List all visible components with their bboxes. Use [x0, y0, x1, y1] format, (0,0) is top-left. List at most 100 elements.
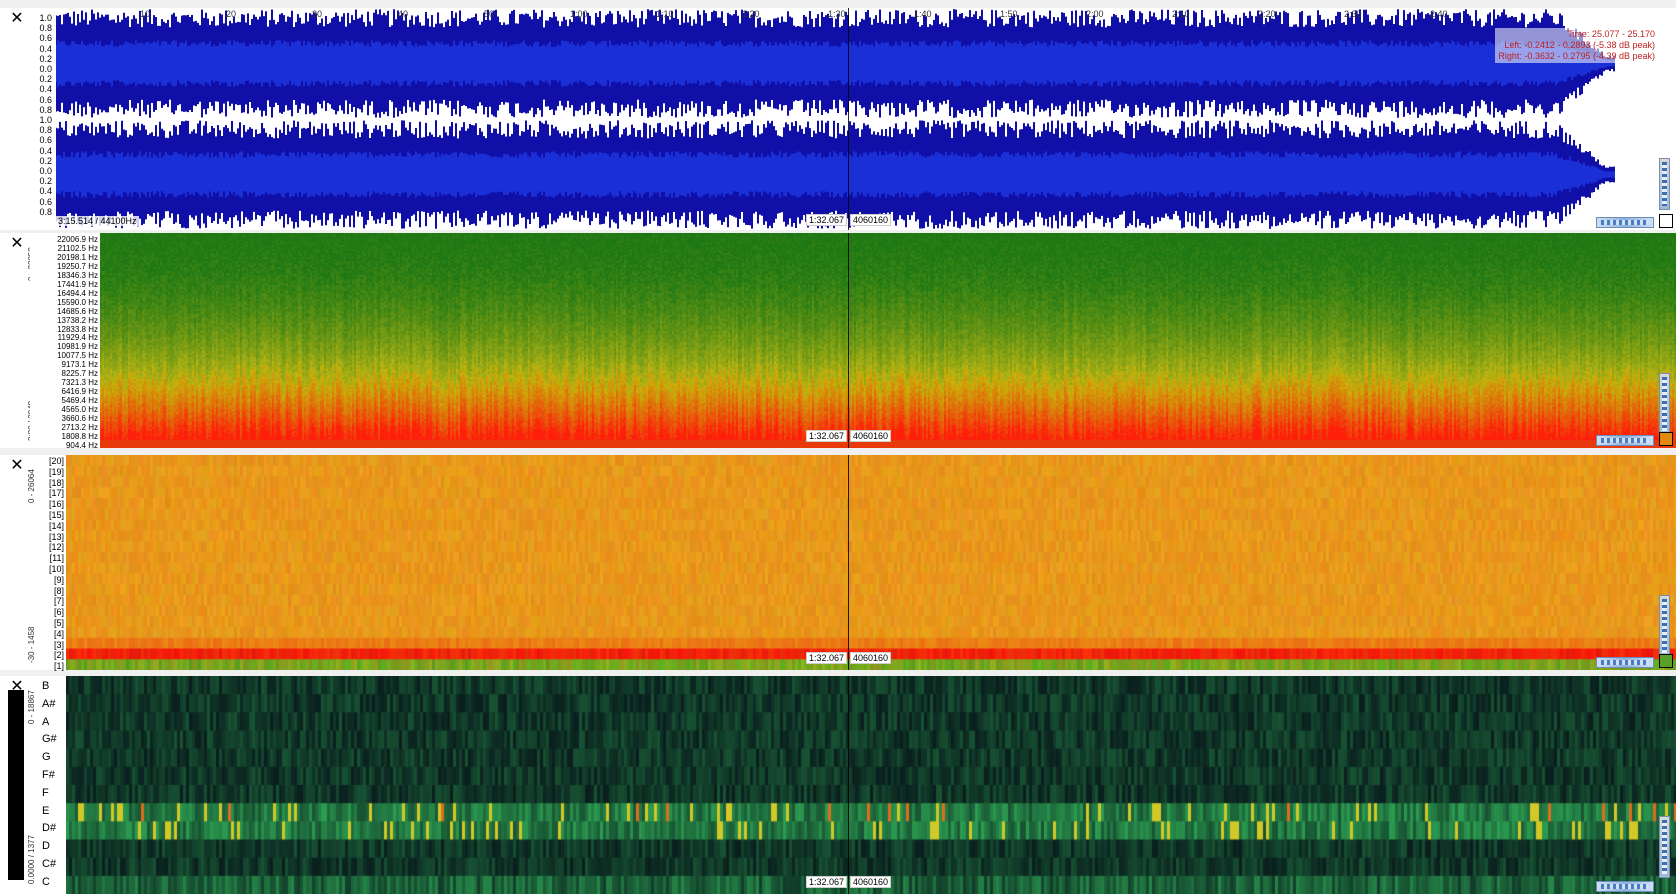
freq-tick-17: 6416.9 Hz — [61, 387, 98, 397]
band-tick-9: [11] — [49, 553, 64, 564]
note-label-c: C — [42, 875, 50, 888]
note-label-e: E — [42, 804, 50, 817]
waveform-corner-box[interactable] — [1659, 214, 1673, 228]
amp-tick-top-7: 0.4 — [39, 84, 52, 95]
band-tick-19: [1] — [53, 661, 64, 672]
amp-tick-top-2: 0.6 — [39, 33, 52, 44]
amp-tick-bottom-6: 0.2 — [39, 176, 52, 187]
amp-tick-bottom-3: 0.4 — [39, 145, 52, 156]
time-tick-7: 1:20 — [742, 9, 760, 19]
time-tick-12: 2:10 — [1172, 9, 1190, 19]
freq-tick-9: 13738.2 Hz — [57, 315, 98, 325]
amp-tick-top-0: 1.0 — [39, 13, 52, 23]
chroma-canvas[interactable] — [66, 676, 1676, 894]
amp-tick-top-4: 0.2 — [39, 53, 52, 64]
playback-cursor[interactable] — [848, 8, 849, 230]
bands-cursor[interactable] — [848, 455, 849, 670]
chroma-cursor-sample: 4060160 — [850, 876, 892, 888]
amp-tick-top-1: 0.8 — [39, 23, 52, 34]
bands-scroll-control[interactable] — [1596, 657, 1654, 668]
freq-tick-13: 10077.5 Hz — [57, 351, 98, 361]
amp-tick-bottom-1: 0.8 — [39, 125, 52, 136]
time-tick-3: 40 — [398, 9, 409, 19]
amp-tick-top-9: 0.8 — [39, 104, 52, 115]
amp-tick-bottom-8: 0.6 — [39, 196, 52, 207]
time-tick-5: 1:00 — [570, 9, 588, 19]
freq-tick-12: 10981.9 Hz — [57, 342, 98, 352]
freq-tick-14: 9173.1 Hz — [61, 360, 98, 370]
amplitude-ruler: 1.0 0.8 0.6 0.4 0.2 0.0 0.2 0.4 0.6 0.8 1.0 0.8 0.6 0… — [28, 8, 54, 230]
amp-tick-bottom-4: 0.2 — [39, 155, 52, 166]
freq-tick-20: 3660.6 Hz — [61, 414, 98, 423]
freq-tick-7: 15590.0 Hz — [57, 297, 98, 307]
spectrogram-canvas[interactable] — [100, 233, 1676, 448]
spectrogram-cursor-sample: 4060160 — [850, 430, 892, 442]
waveform-zoom-slider[interactable] — [1659, 158, 1670, 210]
time-ruler: 10 20 30 40 50 1:00 1:10 1:20 1:30 1:40 1:50 2:00 2:… — [56, 8, 1676, 20]
freq-tick-8: 14685.6 Hz — [57, 306, 98, 316]
waveform-scroll-control[interactable] — [1596, 217, 1654, 228]
band-tick-1: [19] — [48, 466, 64, 477]
close-chroma-icon[interactable]: ✕ — [10, 676, 24, 695]
freq-tick-18: 5469.4 Hz — [61, 396, 98, 406]
band-tick-7: [13] — [48, 531, 64, 542]
note-label-dsharp: D# — [42, 822, 57, 835]
chroma-cursor[interactable] — [848, 676, 849, 894]
chroma-zoom-slider[interactable] — [1659, 816, 1670, 878]
waveform-pane: ✕ 1.0 0.8 0.6 0.4 0.2 0.0 0.2 0.4 0.6 0.8 1.0 0.8 0.… — [0, 8, 1676, 230]
time-tick-10: 1:50 — [1000, 9, 1018, 19]
frequency-ruler: 22006.9 Hz 21102.5 Hz 20198.1 Hz 19250.7 Hz… — [30, 233, 100, 450]
band-tick-15: [5] — [53, 618, 64, 628]
selection-right-channel: Right: -0.3632 - 0.2795 (-4.39 dB peak) — [1498, 51, 1655, 61]
note-label-d: D — [42, 840, 50, 853]
spectrogram-zoom-slider[interactable] — [1659, 373, 1670, 435]
note-label-csharp: C# — [42, 858, 57, 870]
band-tick-4: [16] — [48, 499, 64, 510]
freq-tick-0: 22006.9 Hz — [57, 235, 98, 244]
cursor-sample-label: 4060160 — [850, 214, 892, 226]
band-tick-8: [12] — [48, 542, 64, 553]
amp-tick-bottom-5: 0.0 — [39, 166, 52, 176]
bands-corner-box[interactable] — [1659, 654, 1673, 668]
note-label-b: B — [42, 680, 50, 692]
amp-tick-top-5: 0.0 — [39, 64, 52, 74]
note-label-gsharp: G# — [42, 733, 57, 746]
freq-tick-21: 2713.2 Hz — [61, 422, 98, 432]
spectrogram-scroll-control[interactable] — [1596, 435, 1654, 446]
band-tick-2: [18] — [48, 477, 64, 488]
freq-tick-1: 21102.5 Hz — [57, 243, 98, 253]
band-tick-16: [4] — [53, 628, 64, 639]
spectrogram-cursor[interactable] — [848, 233, 849, 448]
close-bands-icon[interactable]: ✕ — [10, 455, 24, 474]
selection-info: Time: 25.077 - 25.170 Left: -0.2412 - 0.… — [1495, 28, 1658, 63]
note-ruler: B A# A G# G F# F E D# D C# C — [36, 676, 64, 894]
freq-tick-15: 8225.7 Hz — [61, 369, 98, 379]
time-tick-0: 10 — [140, 9, 151, 19]
bands-canvas[interactable] — [66, 455, 1676, 670]
band-tick-10: [10] — [48, 564, 64, 574]
chroma-pane: ✕ 0 - 18867 0.0000 / 1377 B A# A G# G F# F E D# D… — [0, 676, 1676, 894]
spectrogram-image — [100, 233, 1676, 448]
band-tick-11: [9] — [53, 574, 64, 585]
time-tick-4: 50 — [484, 9, 495, 19]
close-waveform-icon[interactable]: ✕ — [10, 8, 24, 27]
selection-left-channel: Left: -0.2412 - 0.2893 (-5.38 dB peak) — [1504, 40, 1655, 50]
time-tick-14: 2:30 — [1344, 9, 1362, 19]
spectrogram-corner-box[interactable] — [1659, 432, 1673, 446]
chroma-side-strip — [8, 690, 24, 880]
note-label-g: G — [42, 751, 51, 764]
freq-tick-4: 18346.3 Hz — [57, 270, 98, 280]
band-tick-13: [7] — [53, 596, 64, 607]
band-tick-3: [17] — [48, 488, 64, 499]
note-label-fsharp: F# — [42, 769, 55, 781]
freq-tick-10: 12833.8 Hz — [57, 324, 98, 334]
time-tick-9: 1:40 — [914, 9, 932, 19]
bands-image — [66, 455, 1676, 670]
waveform-canvas[interactable] — [56, 8, 1676, 230]
close-spectrogram-icon[interactable]: ✕ — [10, 233, 24, 252]
band-tick-0: [20] — [48, 456, 64, 466]
bands-zoom-slider[interactable] — [1659, 595, 1670, 657]
freq-tick-22: 1808.8 Hz — [61, 431, 98, 441]
bands-db-label: -30 - 1458 — [27, 626, 36, 663]
chroma-scroll-control[interactable] — [1596, 881, 1654, 892]
